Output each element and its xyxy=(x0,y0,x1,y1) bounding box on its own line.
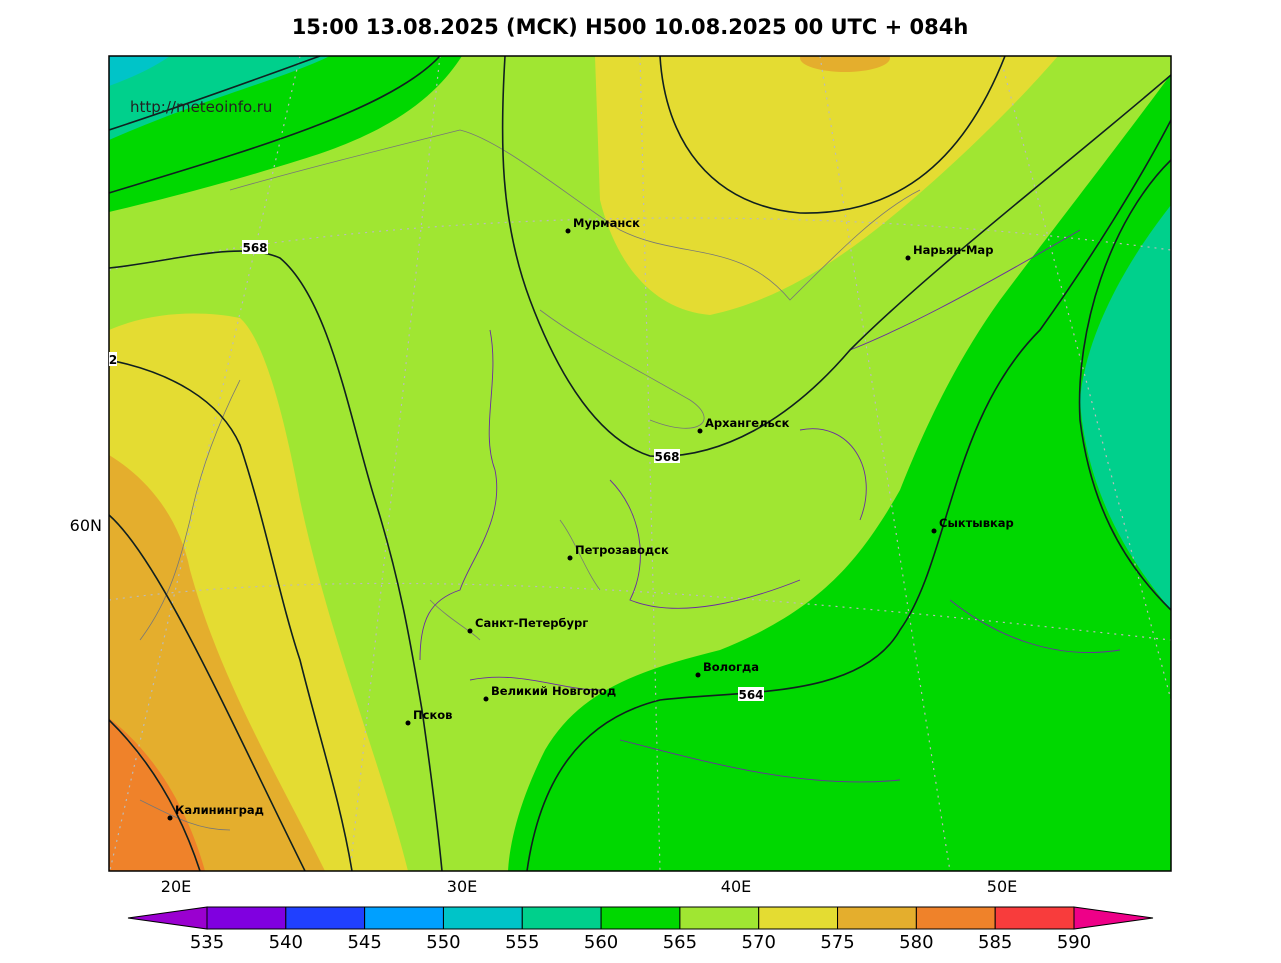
city-label: Петрозаводск xyxy=(575,543,669,557)
colorbar-tick-label: 545 xyxy=(347,932,381,953)
colorbar-cell xyxy=(285,906,366,930)
colorbar-cell xyxy=(206,906,287,930)
city-label: Мурманск xyxy=(573,216,640,230)
colorbar-cell xyxy=(837,906,917,930)
source-url: http://meteoinfo.ru xyxy=(130,98,272,116)
colorbar-tick-label: 540 xyxy=(269,932,303,953)
city-label: Санкт-Петербург xyxy=(475,616,588,630)
city-label: Архангельск xyxy=(705,416,790,430)
colorbar-cell xyxy=(364,906,444,930)
cities: Мурманск Нарьян-Мар Архангельск Сыктывкар Пе… xyxy=(167,216,1014,821)
colorbar-tick-label: 590 xyxy=(1057,932,1091,953)
city-dot xyxy=(905,255,911,261)
city-dot xyxy=(931,528,937,534)
colorbar-end xyxy=(127,906,208,930)
colorbar-tick-label: 535 xyxy=(190,932,224,953)
city-dot xyxy=(167,815,173,821)
colorbar: 535 540 545 550 555 560 565 570 575 580 585 590 xyxy=(127,906,1154,953)
colorbar-tick-label: 580 xyxy=(899,932,933,953)
city-label: Псков xyxy=(413,708,452,722)
colorbar-tick-label: 565 xyxy=(663,932,697,953)
colorbar-cell xyxy=(600,906,681,930)
city-label: Вологда xyxy=(703,660,759,674)
lon-label: 40E xyxy=(721,877,751,896)
colorbar-cell xyxy=(994,906,1075,930)
colorbar-tick-label: 585 xyxy=(978,932,1012,953)
colorbar-cell xyxy=(758,906,839,930)
map-frame xyxy=(108,55,1172,872)
colorbar-tick-label: 555 xyxy=(505,932,539,953)
city-dot xyxy=(565,228,571,234)
colorbar-tick-label: 550 xyxy=(426,932,460,953)
lon-label: 50E xyxy=(987,877,1017,896)
colorbar-tick-label: 570 xyxy=(742,932,776,953)
lon-label: 20E xyxy=(161,877,191,896)
city-label: Калининград xyxy=(175,803,264,817)
city-dot xyxy=(467,628,473,634)
contour-label-bg xyxy=(109,352,117,366)
colorbar-cell xyxy=(442,906,523,930)
lat-label: 60N xyxy=(70,516,102,535)
colorbar-cell xyxy=(679,906,760,930)
colorbar-cell xyxy=(521,906,602,930)
city-dot xyxy=(697,428,703,434)
contour-label-bg xyxy=(738,687,764,701)
contour-label: 2 xyxy=(109,353,117,367)
lon-label: 30E xyxy=(447,877,477,896)
city-dot xyxy=(405,720,411,726)
contour-label: 568 xyxy=(654,450,679,464)
colorbar-tick-label: 560 xyxy=(584,932,618,953)
city-dot xyxy=(483,696,489,702)
city-dot xyxy=(695,672,701,678)
colorbar-end xyxy=(1073,906,1154,930)
colorbar-tick-label: 575 xyxy=(820,932,854,953)
colorbar-cell xyxy=(915,906,996,930)
city-dot xyxy=(567,555,573,561)
contour-label-bg xyxy=(654,449,680,463)
city-label: Великий Новгород xyxy=(491,684,616,698)
contour-label: 564 xyxy=(738,688,763,702)
contour-label: 568 xyxy=(242,241,267,255)
title: 15:00 13.08.2025 (MCK) H500 10.08.2025 0… xyxy=(292,15,969,39)
city-label: Нарьян-Мар xyxy=(913,243,993,257)
city-label: Сыктывкар xyxy=(939,516,1014,530)
contour-label-bg xyxy=(242,240,268,254)
map-field xyxy=(109,56,1171,871)
axis-labels: 20E 30E 40E 50E 60N xyxy=(70,516,1018,896)
contour-labels: 568 568 564 2 xyxy=(109,240,764,702)
